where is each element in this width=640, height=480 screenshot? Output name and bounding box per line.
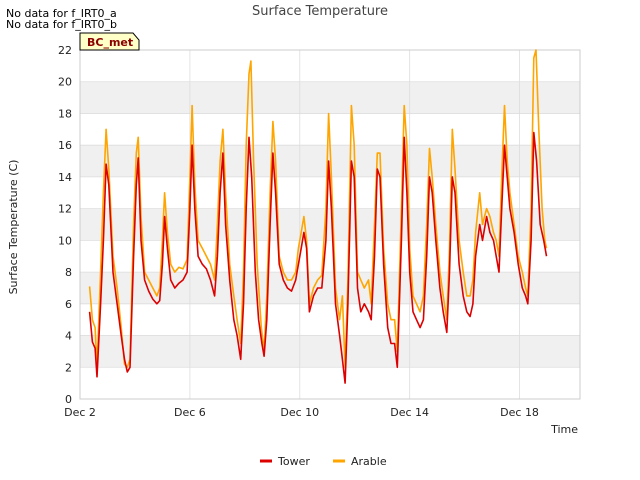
- y-tick-label: 16: [58, 139, 72, 152]
- plot-frame: [79, 49, 581, 400]
- badge-label: BC_met: [87, 36, 133, 49]
- y-tick-label: 14: [58, 171, 72, 184]
- y-tick-label: 0: [65, 393, 72, 406]
- badge-shape: [79, 32, 140, 51]
- chart-title: Surface Temperature: [252, 4, 388, 19]
- legend: Tower Arable: [260, 455, 387, 468]
- no-data-note-a: No data for f_IRT0_a: [6, 7, 117, 20]
- series-line-arable: [88, 49, 548, 369]
- y-tick-label: 12: [58, 203, 72, 216]
- y-tick-label: 6: [65, 298, 72, 311]
- x-tick-label: Dec 14: [390, 406, 429, 419]
- y-tick-label: 8: [65, 266, 72, 279]
- y-tick-label: 20: [58, 76, 72, 89]
- x-tick-label: Dec 6: [174, 406, 206, 419]
- x-tick-label: Dec 2: [64, 406, 96, 419]
- grid-band: [80, 272, 580, 304]
- y-tick-label: 2: [65, 361, 72, 374]
- grid-band: [80, 208, 580, 241]
- x-tick-label: Dec 10: [280, 406, 319, 419]
- legend-label-arable: Arable: [351, 455, 387, 468]
- series-line-tower: [88, 131, 548, 384]
- x-axis-label: Time: [550, 423, 578, 436]
- y-tick-label: 4: [65, 330, 72, 343]
- legend-label-tower: Tower: [277, 455, 310, 468]
- grid-band: [80, 335, 580, 368]
- y-tick-label: 22: [58, 44, 72, 57]
- x-tick-label: Dec 18: [500, 406, 539, 419]
- y-tick-label: 18: [58, 107, 72, 120]
- y-axis-label: Surface Temperature (C): [7, 160, 20, 295]
- no-data-note-b: No data for f_IRT0_b: [6, 18, 118, 31]
- bc-met-badge: BC_met: [79, 32, 140, 51]
- grid-band: [80, 81, 580, 114]
- y-tick-label: 10: [58, 234, 72, 247]
